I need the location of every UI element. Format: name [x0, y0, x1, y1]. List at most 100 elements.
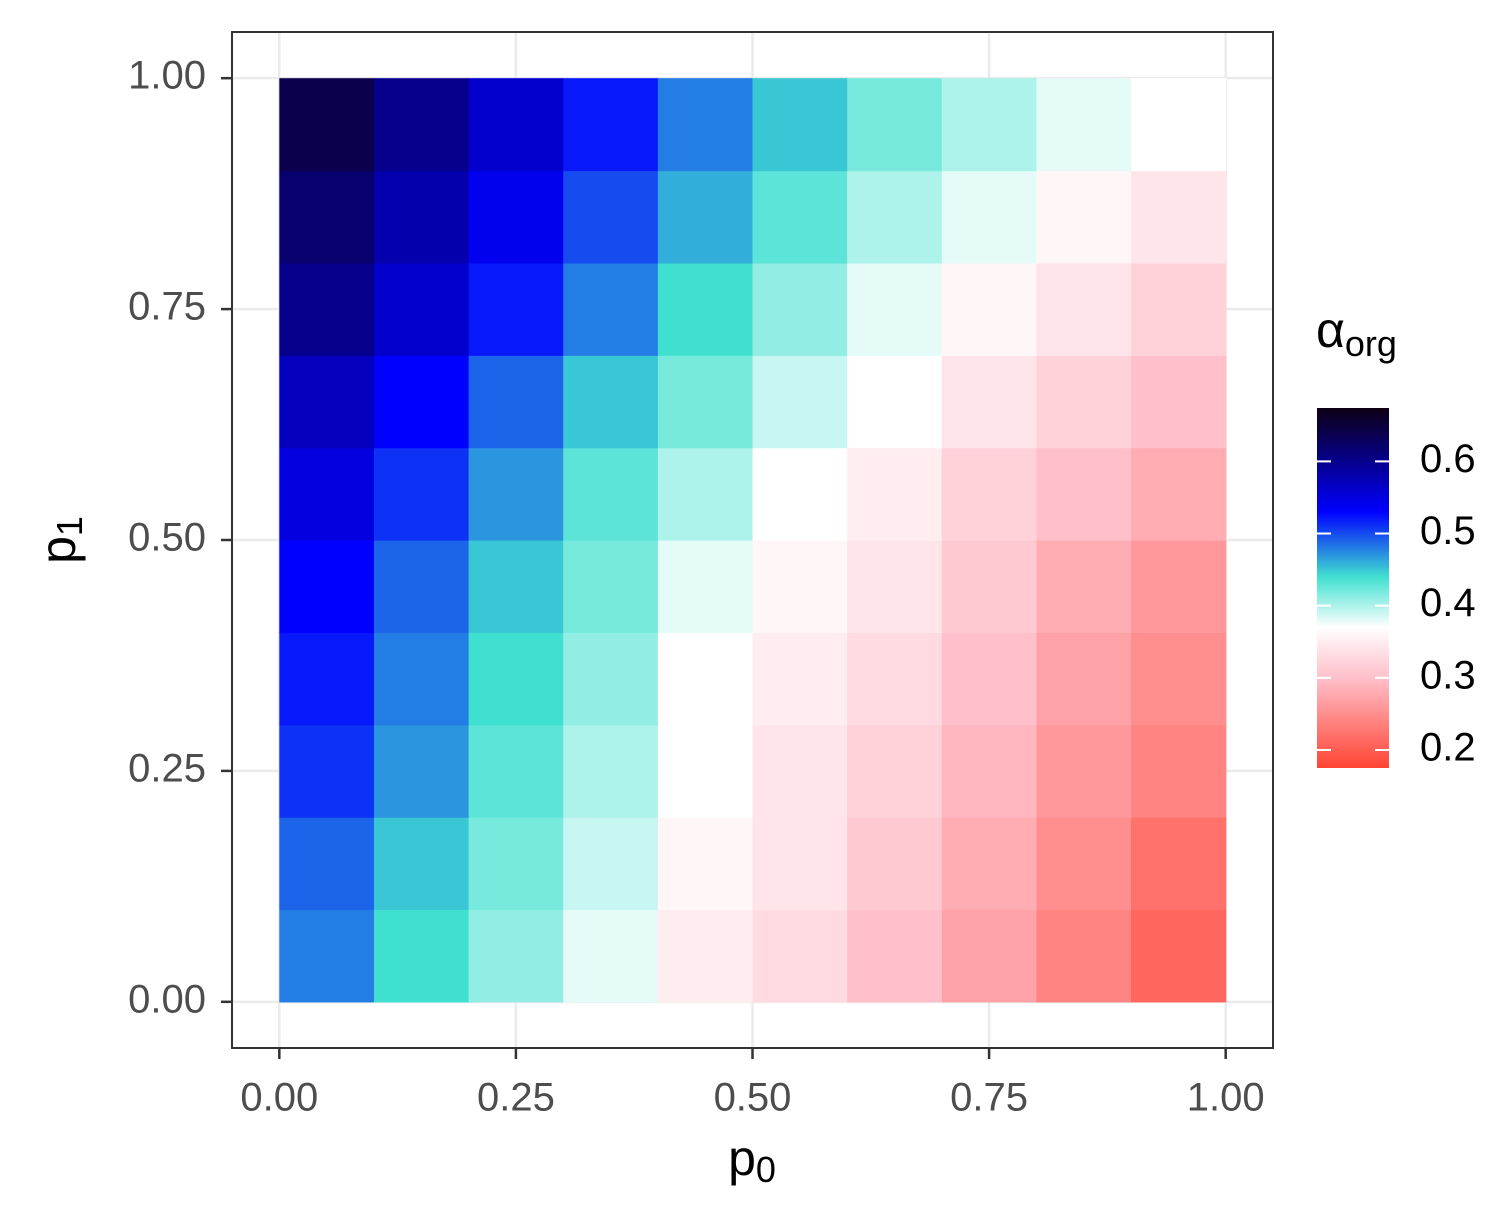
heatmap-cell — [847, 540, 943, 633]
heatmap-cell — [373, 170, 470, 264]
heatmap-cell — [563, 447, 659, 541]
y-tick-label: 0.75 — [128, 285, 206, 329]
heatmap-cell — [657, 540, 754, 633]
heatmap-cell — [657, 262, 754, 356]
heatmap-cell — [1036, 817, 1132, 911]
heatmap-cell — [468, 817, 564, 911]
heatmap-cell — [279, 355, 375, 449]
x-tick-label: 0.00 — [240, 1076, 318, 1120]
heatmap-cell — [941, 724, 1038, 818]
y-axis-title-base: p — [30, 536, 86, 564]
x-tick-label: 0.75 — [950, 1076, 1028, 1120]
heatmap-cell — [468, 724, 564, 818]
heatmap-cell — [1131, 724, 1227, 818]
heatmap-cell — [279, 447, 375, 541]
legend-tick-label: 0.6 — [1420, 437, 1476, 481]
heatmap-cell — [563, 262, 659, 356]
legend-colorbar — [1317, 408, 1389, 768]
heatmap-cell — [279, 170, 375, 264]
heatmap-cell — [1131, 262, 1227, 356]
heatmap-cell — [1036, 262, 1132, 356]
heatmap-cell — [373, 447, 470, 541]
heatmap-cell — [373, 632, 470, 726]
heatmap-cell — [1131, 447, 1227, 541]
heatmap-cell — [752, 632, 848, 726]
heatmap-cell — [373, 78, 470, 172]
heatmap-cell — [279, 262, 375, 356]
heatmap-cell — [847, 262, 943, 356]
y-tick-label: 0.25 — [128, 746, 206, 790]
legend-tick-label: 0.5 — [1420, 509, 1476, 553]
heatmap-cell — [563, 355, 659, 449]
heatmap-cell — [847, 170, 943, 264]
heatmap-cell — [1131, 817, 1227, 911]
heatmap-cell — [279, 540, 375, 633]
heatmap-cell — [373, 817, 470, 911]
heatmap-cell — [563, 170, 659, 264]
heatmap-cell — [657, 632, 754, 726]
heatmap-cell — [279, 78, 375, 172]
heatmap-cell — [1036, 724, 1132, 818]
legend-title-base: α — [1316, 302, 1345, 358]
heatmap-cell — [468, 909, 564, 1003]
heatmap-cell — [847, 355, 943, 449]
heatmap-cell — [941, 262, 1038, 356]
legend-title: αorg — [1316, 302, 1397, 363]
x-axis-title-base: p — [728, 1130, 756, 1186]
heatmap-cell — [563, 78, 659, 172]
x-tick-label: 0.25 — [477, 1076, 555, 1120]
heatmap-cell — [563, 909, 659, 1003]
heatmap-cell — [373, 355, 470, 449]
heatmap-cell — [468, 78, 564, 172]
heatmap-cell — [752, 447, 848, 541]
heatmap-cell — [657, 724, 754, 818]
heatmap-cell — [468, 447, 564, 541]
heatmap-cell — [847, 724, 943, 818]
heatmap-cell — [279, 632, 375, 726]
legend-tick-label: 0.4 — [1420, 581, 1476, 625]
heatmap-cell — [941, 817, 1038, 911]
heatmap-cell — [1131, 355, 1227, 449]
heatmap-cell — [847, 909, 943, 1003]
heatmap-cell — [941, 447, 1038, 541]
heatmap-cell — [563, 724, 659, 818]
heatmap-cell — [373, 909, 470, 1003]
heatmap-cell — [1036, 78, 1132, 172]
heatmap-cell — [373, 724, 470, 818]
heatmap-cell — [468, 170, 564, 264]
heatmap-cell — [563, 632, 659, 726]
x-tick-label: 0.50 — [714, 1076, 792, 1120]
heatmap-cell — [1131, 170, 1227, 264]
legend-tick-label: 0.3 — [1420, 653, 1476, 697]
heatmap-cell — [657, 78, 754, 172]
heatmap-cell — [847, 632, 943, 726]
heatmap-cell — [941, 170, 1038, 264]
heatmap-cell — [1131, 909, 1227, 1003]
heatmap-cell — [752, 262, 848, 356]
heatmap-cell — [1036, 447, 1132, 541]
heatmap-cell — [752, 78, 848, 172]
y-axis-title-sub: 1 — [49, 516, 90, 536]
x-axis-title-sub: 0 — [756, 1149, 776, 1190]
heatmap-cell — [279, 909, 375, 1003]
heatmap-cell — [657, 170, 754, 264]
heatmap-cell — [752, 170, 848, 264]
heatmap-cell — [1036, 909, 1132, 1003]
heatmap-cell — [941, 909, 1038, 1003]
heatmap-cell — [1131, 78, 1227, 172]
heatmap-cell — [752, 540, 848, 633]
heatmap-cell — [941, 355, 1038, 449]
heatmap-cell — [752, 724, 848, 818]
heatmap-cell — [941, 78, 1038, 172]
heatmap-cell — [1036, 632, 1132, 726]
y-tick-label: 1.00 — [128, 54, 206, 98]
heatmap-cell — [941, 540, 1038, 633]
heatmap-cell — [657, 355, 754, 449]
heatmap-cell — [373, 262, 470, 356]
heatmap-cell — [468, 632, 564, 726]
heatmap-cell — [468, 262, 564, 356]
heatmap-cell — [657, 909, 754, 1003]
heatmap-cell — [1036, 355, 1132, 449]
heatmap-cell — [752, 355, 848, 449]
